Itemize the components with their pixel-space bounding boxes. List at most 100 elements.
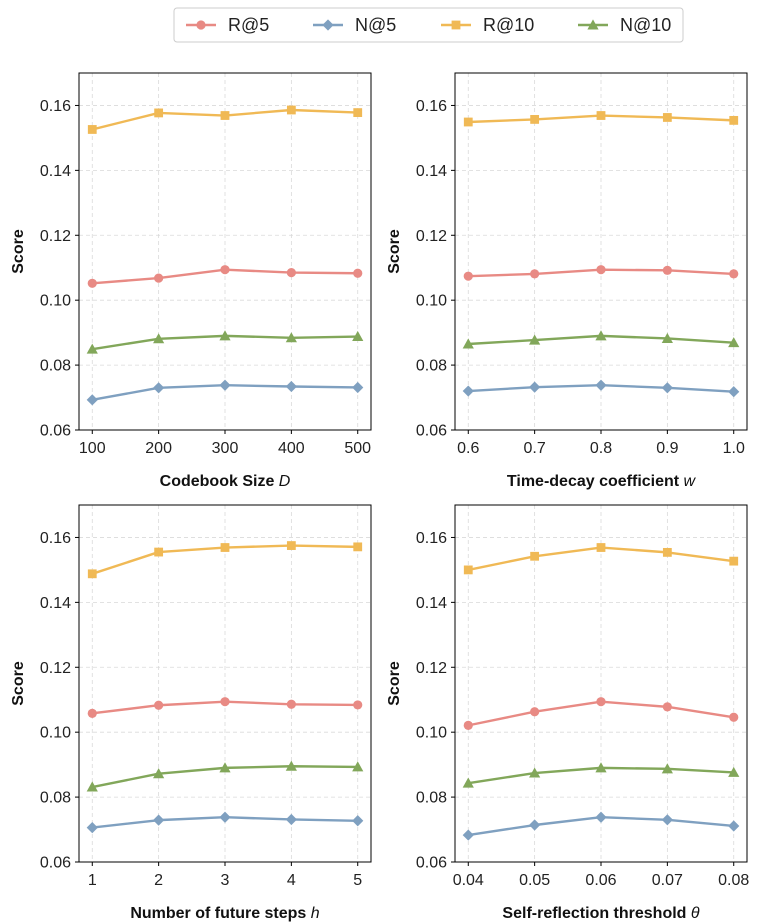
data-point xyxy=(596,543,606,552)
data-point xyxy=(87,569,97,579)
data-point xyxy=(87,708,97,718)
series-n-at-10 xyxy=(86,760,364,792)
y-axis-label: Score xyxy=(10,661,27,706)
legend-label: N@5 xyxy=(355,15,396,35)
x-tick-label: 200 xyxy=(145,440,172,457)
y-tick-label: 0.12 xyxy=(40,660,71,677)
x-tick-label: 0.7 xyxy=(524,440,546,457)
data-point xyxy=(595,811,607,823)
legend-marker xyxy=(322,19,334,31)
legend-item-n-at-10: N@10 xyxy=(578,15,671,35)
data-point xyxy=(352,381,364,394)
data-point xyxy=(285,332,297,343)
legend-item-r-at-10: R@10 xyxy=(441,15,534,35)
x-axis-label: Self-reflection threshold θ xyxy=(502,905,699,922)
x-tick-label: 4 xyxy=(287,872,296,889)
legend-frame xyxy=(173,7,684,43)
data-point xyxy=(462,829,474,841)
x-axis-label-variable: θ xyxy=(691,905,700,922)
data-point xyxy=(154,108,164,118)
subplot-3: 0.06 0.08 0.10 0.12 0.14 0.16 1 2 3 4 5 Number of f… xyxy=(10,504,372,922)
subplot-4: 0.06 0.08 0.10 0.12 0.14 0.16 0.04 0.05 0.06 0.07… xyxy=(386,504,749,922)
data-point xyxy=(86,343,98,354)
x-axis-label: Time-decay coefficient w xyxy=(507,473,697,490)
x-tick-label: 0.05 xyxy=(519,872,550,889)
series-r-at-5 xyxy=(87,265,363,288)
x-axis-label: Number of future steps h xyxy=(130,905,319,922)
grid xyxy=(455,73,747,431)
x-tick-label: 400 xyxy=(278,440,305,457)
y-tick-label: 0.12 xyxy=(416,228,447,245)
data-point xyxy=(352,330,364,342)
y-tick-label: 0.08 xyxy=(40,790,71,807)
y-tick-label: 0.08 xyxy=(416,358,447,375)
data-point xyxy=(462,777,474,788)
data-point xyxy=(529,767,541,778)
data-point xyxy=(286,267,296,278)
series-r-at-5 xyxy=(87,697,363,718)
data-point xyxy=(729,556,739,566)
legend-label: R@10 xyxy=(483,15,534,35)
data-point xyxy=(220,543,230,552)
data-point xyxy=(353,268,363,278)
data-point xyxy=(87,125,97,134)
data-point xyxy=(728,337,740,348)
data-point xyxy=(153,333,165,344)
x-tick-label: 0.9 xyxy=(656,440,678,457)
data-point xyxy=(463,565,473,575)
y-axis-label: Score xyxy=(386,229,403,274)
data-point xyxy=(595,330,607,341)
data-point xyxy=(529,819,541,831)
data-point xyxy=(661,332,673,343)
data-point xyxy=(662,702,672,712)
x-tick-label: 0.04 xyxy=(453,872,484,889)
series-r-at-5 xyxy=(463,265,739,281)
data-point xyxy=(661,763,673,774)
data-point xyxy=(285,760,297,771)
data-point xyxy=(219,330,231,341)
y-tick-label: 0.14 xyxy=(416,163,447,180)
series-n-at-5 xyxy=(462,811,740,841)
legend: R@5 N@5 R@10 N@10 xyxy=(173,7,684,43)
x-tick-label: 5 xyxy=(353,872,362,889)
y-tick-label: 0.10 xyxy=(40,725,71,742)
data-point xyxy=(728,386,740,398)
x-tick-label: 1 xyxy=(88,872,97,889)
series-r-at-10 xyxy=(463,543,739,575)
data-point xyxy=(353,542,363,552)
series-n-at-10 xyxy=(462,330,740,349)
data-point xyxy=(87,278,97,288)
data-point xyxy=(154,273,164,283)
data-point xyxy=(219,762,231,773)
y-tick-label: 0.08 xyxy=(416,790,447,807)
x-tick-label: 0.8 xyxy=(590,440,612,457)
data-point xyxy=(596,697,606,707)
x-tick-label: 0.07 xyxy=(652,872,683,889)
series-n-at-5 xyxy=(86,811,364,834)
y-tick-label: 0.06 xyxy=(40,855,71,872)
data-point xyxy=(286,541,296,550)
data-point xyxy=(153,814,165,826)
y-tick-label: 0.08 xyxy=(40,358,71,375)
data-point xyxy=(530,115,540,124)
x-axis-label-text: Number of future steps xyxy=(130,905,310,922)
data-point xyxy=(153,382,165,394)
x-tick-label: 0.08 xyxy=(718,872,749,889)
data-point xyxy=(154,547,164,557)
x-axis-label-variable: D xyxy=(279,473,291,490)
data-point xyxy=(219,811,231,823)
series-n-at-10 xyxy=(462,762,740,788)
data-point xyxy=(596,265,606,275)
data-point xyxy=(352,815,364,827)
data-point xyxy=(286,105,296,115)
y-tick-label: 0.10 xyxy=(40,293,71,310)
x-axis-label-variable: w xyxy=(684,473,697,490)
y-tick-label: 0.16 xyxy=(416,98,447,115)
x-axis-label-text: Self-reflection threshold xyxy=(502,905,690,922)
y-tick-label: 0.14 xyxy=(40,595,71,612)
data-point xyxy=(729,712,739,722)
data-point xyxy=(529,381,541,393)
y-tick-label: 0.16 xyxy=(40,98,71,115)
x-axis-label-text: Codebook Size xyxy=(160,473,279,490)
subplot-2: 0.06 0.08 0.10 0.12 0.14 0.16 0.6 0.7 0.8 0.9 1.0 T… xyxy=(386,72,748,490)
